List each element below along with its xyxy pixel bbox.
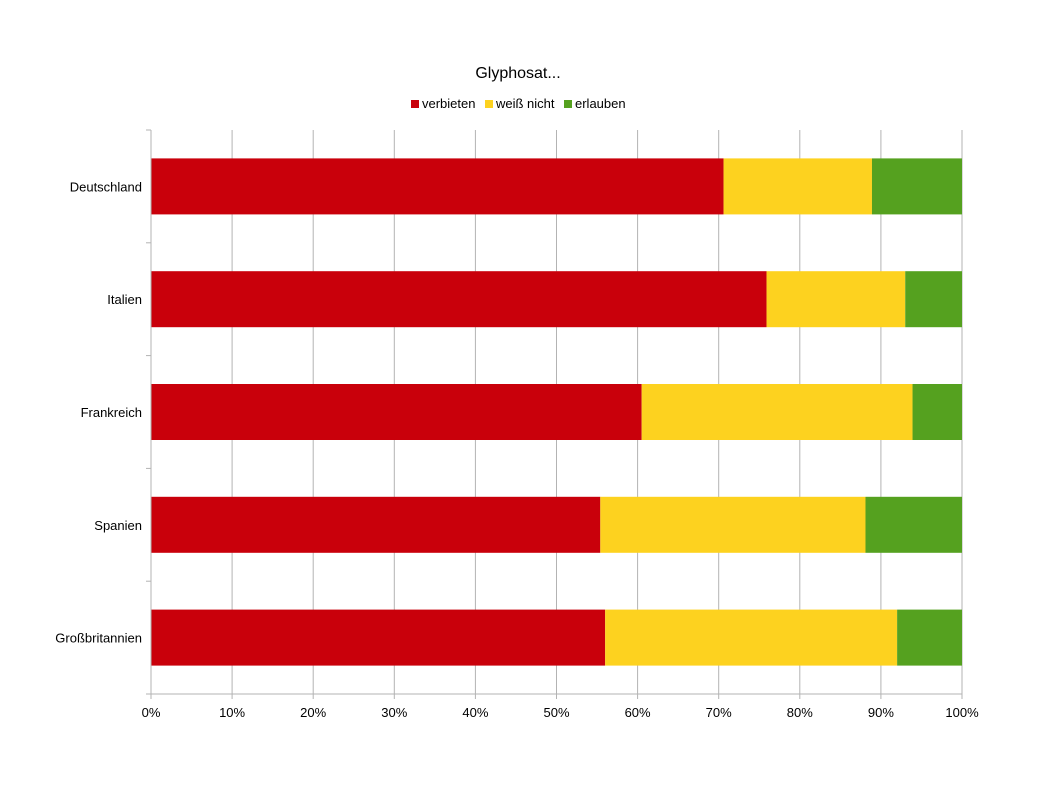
legend-swatch-1 [485,100,493,108]
bar-erlauben-1 [905,271,962,328]
bar-erlauben-0 [871,158,962,215]
y-tick-label-0: Deutschland [70,179,142,194]
bars [151,158,962,666]
legend-swatch-0 [411,100,419,108]
x-tick-label-7: 70% [706,705,732,720]
bar-weiß-nicht-1 [766,271,906,328]
x-tick-label-0: 0% [142,705,161,720]
x-tick-label-6: 60% [625,705,651,720]
bar-weiß-nicht-4 [605,609,898,666]
bar-verbieten-2 [151,384,642,440]
x-tick-label-4: 40% [462,705,488,720]
legend-label-2: erlauben [575,96,626,111]
x-tick-label-3: 30% [381,705,407,720]
bar-verbieten-1 [151,271,767,328]
legend-swatch-2 [564,100,572,108]
bar-verbieten-0 [151,158,724,215]
x-tick-label-1: 10% [219,705,245,720]
bar-verbieten-4 [151,609,606,666]
bar-erlauben-3 [865,496,962,553]
legend-label-1: weiß nicht [495,96,555,111]
bar-erlauben-4 [897,609,962,666]
bar-weiß-nicht-3 [600,496,866,553]
bar-weiß-nicht-0 [723,158,872,215]
x-tick-label-10: 100% [945,705,979,720]
legend-label-0: verbieten [422,96,475,111]
y-tick-label-4: Großbritannien [55,631,142,646]
y-tick-label-3: Spanien [94,518,142,533]
axes [146,129,962,695]
x-tick-label-8: 80% [787,705,813,720]
bar-erlauben-2 [912,384,962,440]
x-tick-label-9: 90% [868,705,894,720]
chart-title: Glyphosat... [475,65,560,82]
y-tick-label-2: Frankreich [81,405,142,420]
chart-legend: verbieten weiß nicht erlauben [411,96,626,111]
bar-weiß-nicht-2 [641,384,913,440]
y-tick-label-1: Italien [107,292,142,307]
x-tick-label-2: 20% [300,705,326,720]
x-tick-label-5: 50% [543,705,569,720]
y-axis-labels: Deutschland Italien Frankreich Spanien Großb… [55,179,142,645]
x-axis-labels: 0% 10% 20% 30% 40% 50% 60% 70% 80% 90% 100% [142,705,979,720]
bar-verbieten-3 [151,496,601,553]
